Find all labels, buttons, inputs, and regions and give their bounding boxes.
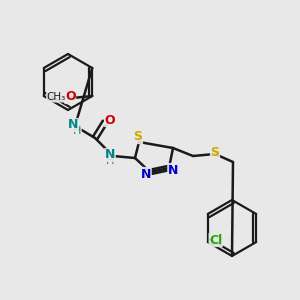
- Text: H: H: [106, 156, 114, 166]
- Text: N: N: [68, 118, 78, 131]
- Text: N: N: [168, 164, 178, 176]
- Text: Cl: Cl: [209, 233, 222, 247]
- Text: O: O: [105, 113, 115, 127]
- Text: N: N: [105, 148, 115, 161]
- Text: CH₃: CH₃: [46, 92, 66, 102]
- Text: S: S: [134, 130, 142, 143]
- Text: S: S: [211, 146, 220, 160]
- Text: N: N: [141, 167, 151, 181]
- Text: O: O: [65, 91, 76, 103]
- Text: H: H: [73, 126, 81, 136]
